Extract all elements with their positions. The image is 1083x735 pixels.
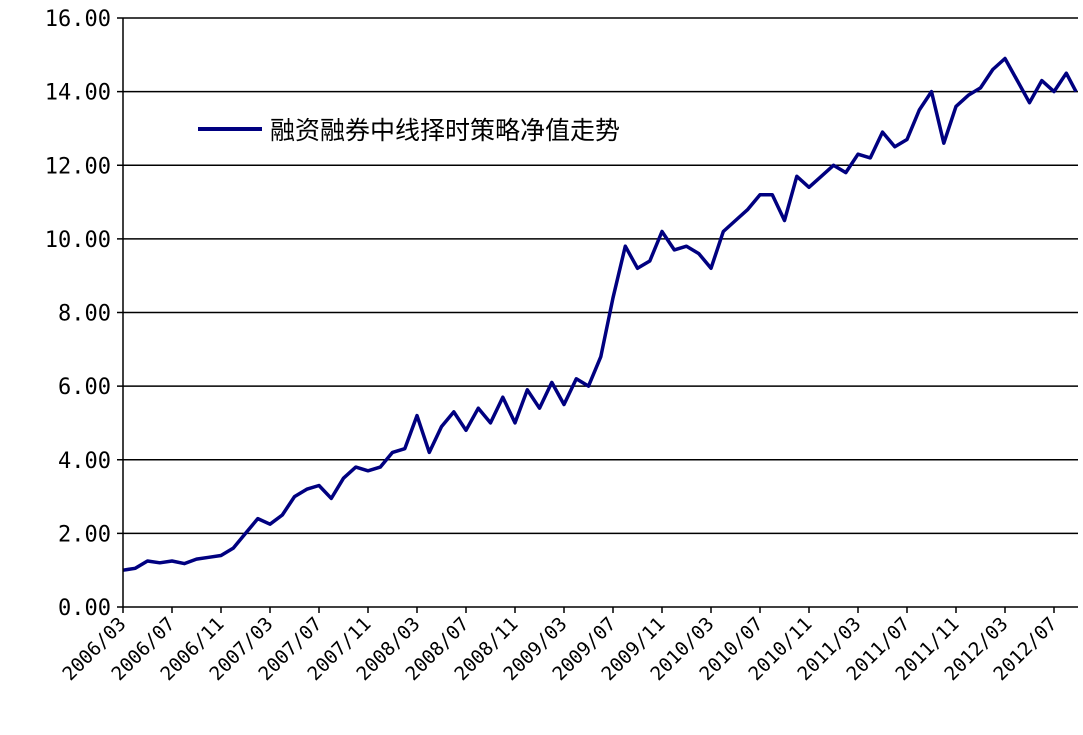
- y-tick-label: 6.00: [58, 375, 111, 400]
- gridlines: [123, 17, 1078, 535]
- y-tick-label: 10.00: [45, 228, 111, 253]
- y-tick-label: 16.00: [45, 7, 111, 32]
- y-tick-label: 14.00: [45, 81, 111, 106]
- y-tick-label: 8.00: [58, 302, 111, 327]
- y-tick-label: 4.00: [58, 449, 111, 474]
- y-tick-label: 2.00: [58, 522, 111, 547]
- legend-label: 融资融券中线择时策略净值走势: [270, 116, 620, 145]
- series-line: [122, 56, 1078, 572]
- y-tick-label: 12.00: [45, 154, 111, 179]
- legend: 融资融券中线择时策略净值走势: [198, 116, 620, 145]
- y-tick-label: 0.00: [58, 596, 111, 621]
- y-axis-ticks: 0.00 2.00 4.00 6.00 8.00 10.00 12.00 14.00 16.00: [45, 7, 123, 621]
